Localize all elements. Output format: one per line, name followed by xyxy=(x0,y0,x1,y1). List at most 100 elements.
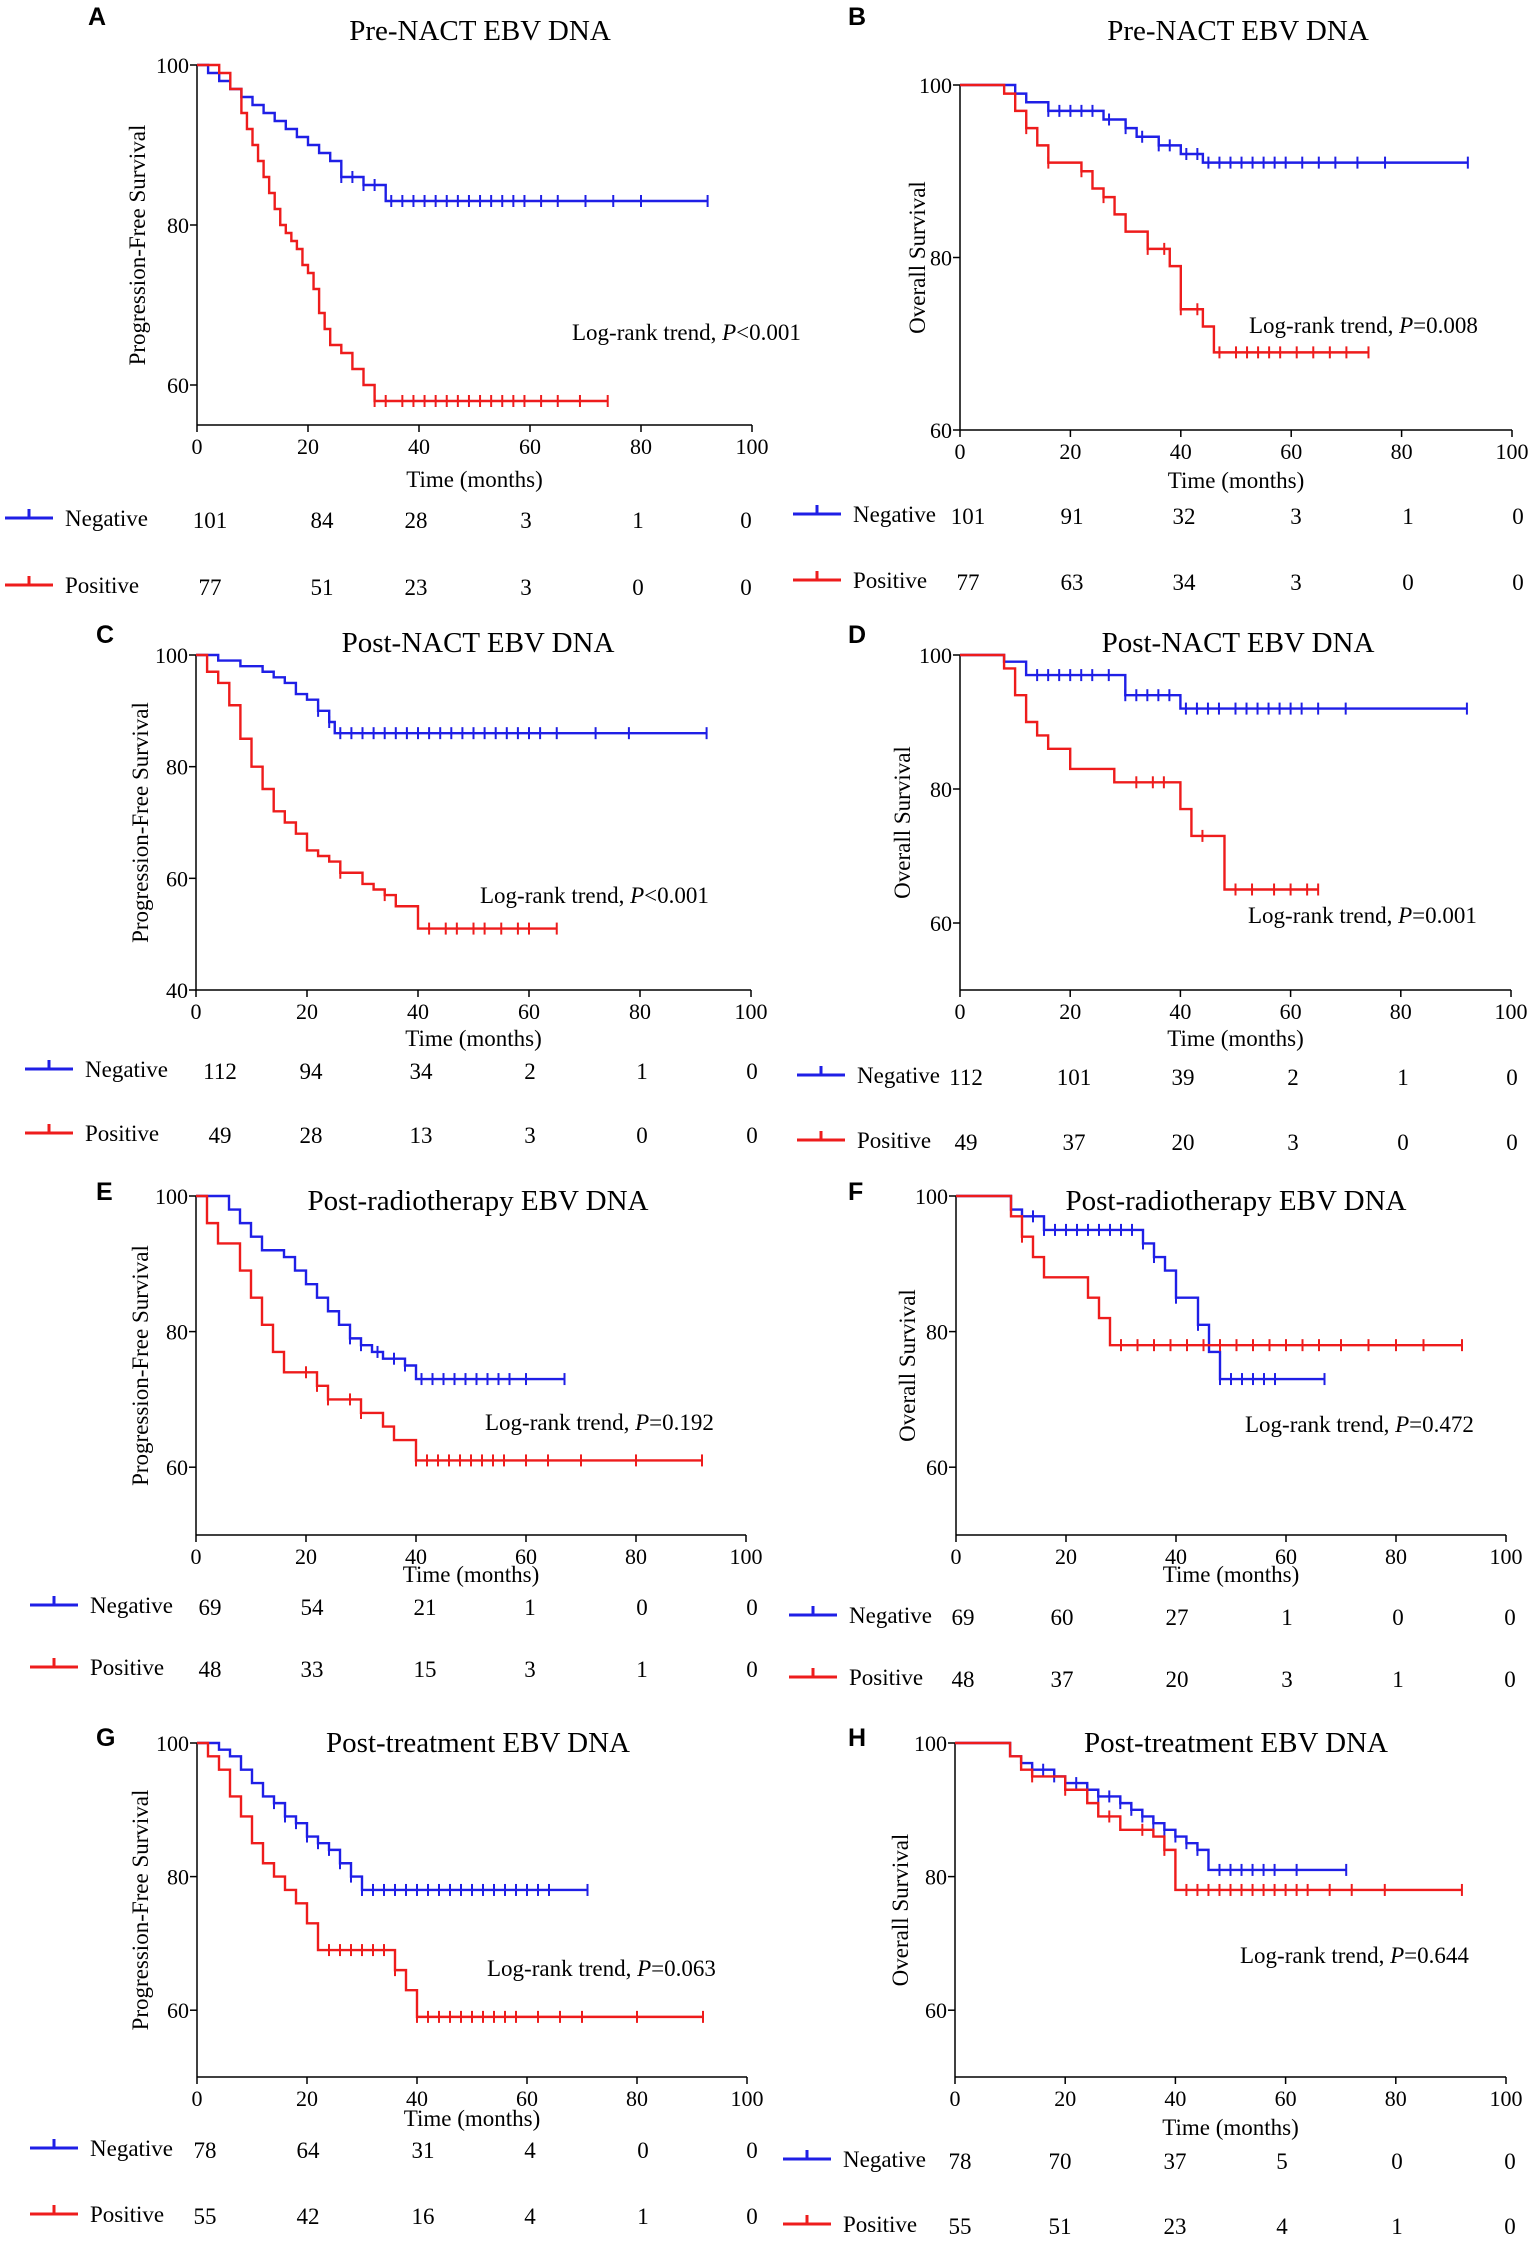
risk-count-positive: 0 xyxy=(1512,570,1524,595)
log-rank-annotation: Log-rank trend, P=0.008 xyxy=(1249,313,1478,338)
chart-title: Pre-NACT EBV DNA xyxy=(1107,15,1369,47)
chart-title: Post-treatment EBV DNA xyxy=(326,1727,630,1759)
risk-count-positive: 1 xyxy=(1391,2214,1403,2239)
risk-count-negative: 27 xyxy=(1166,1605,1189,1630)
x-tick-label: 0 xyxy=(950,2086,961,2111)
risk-count-positive: 0 xyxy=(746,1123,758,1148)
y-axis-label: Progression-Free Survival xyxy=(125,125,150,366)
risk-count-negative: 0 xyxy=(746,1595,758,1620)
risk-count-negative: 34 xyxy=(410,1059,434,1084)
x-tick-label: 80 xyxy=(630,434,652,459)
risk-count-positive: 34 xyxy=(1173,570,1197,595)
x-axis-label: Time (months) xyxy=(1163,1562,1300,1587)
legend-label-negative: Negative xyxy=(843,2147,926,2172)
risk-count-negative: 0 xyxy=(746,2138,758,2163)
x-tick-label: 20 xyxy=(1059,439,1081,464)
x-tick-label: 40 xyxy=(406,2086,428,2111)
x-tick-label: 20 xyxy=(297,434,319,459)
log-rank-annotation: Log-rank trend, P=0.001 xyxy=(1248,903,1477,928)
panel-letter: D xyxy=(848,621,866,649)
y-tick-label: 60 xyxy=(167,373,189,398)
risk-count-negative: 101 xyxy=(1057,1065,1092,1090)
risk-count-positive: 0 xyxy=(632,575,644,600)
x-tick-label: 20 xyxy=(296,999,318,1024)
x-tick-label: 60 xyxy=(1280,999,1302,1024)
risk-count-positive: 37 xyxy=(1063,1130,1086,1155)
y-axis-label: Overall Survival xyxy=(905,181,930,334)
log-rank-annotation: Log-rank trend, P=0.644 xyxy=(1240,1943,1469,1968)
risk-count-positive: 0 xyxy=(740,575,752,600)
risk-count-positive: 51 xyxy=(1049,2214,1072,2239)
curve-negative xyxy=(960,83,1468,164)
legend-label-negative: Negative xyxy=(857,1063,940,1088)
risk-count-negative: 39 xyxy=(1172,1065,1195,1090)
risk-count-positive: 1 xyxy=(637,2204,649,2229)
legend-label-negative: Negative xyxy=(90,1593,173,1618)
legend-label-negative: Negative xyxy=(65,506,148,531)
risk-count-negative: 0 xyxy=(1504,2149,1516,2174)
y-tick-label: 100 xyxy=(156,1731,189,1756)
risk-count-negative: 2 xyxy=(524,1059,536,1084)
risk-count-negative: 2 xyxy=(1287,1065,1299,1090)
risk-count-positive: 20 xyxy=(1166,1667,1189,1692)
x-axis-label: Time (months) xyxy=(1167,1026,1304,1051)
risk-count-positive: 55 xyxy=(949,2214,972,2239)
risk-count-positive: 3 xyxy=(1281,1667,1293,1692)
x-tick-label: 60 xyxy=(1280,439,1302,464)
risk-count-positive: 48 xyxy=(952,1667,975,1692)
risk-count-positive: 33 xyxy=(301,1657,324,1682)
curve-negative xyxy=(955,1741,1347,1872)
risk-count-positive: 0 xyxy=(1504,1667,1516,1692)
curve-positive xyxy=(196,1194,702,1462)
log-rank-annotation: Log-rank trend, P=0.192 xyxy=(485,1410,714,1435)
y-axis-label: Progression-Free Survival xyxy=(128,1245,153,1486)
legend-label-positive: Positive xyxy=(85,1121,159,1146)
risk-count-negative: 1 xyxy=(524,1595,536,1620)
x-tick-label: 20 xyxy=(296,2086,318,2111)
curve-negative xyxy=(960,653,1467,710)
curve-negative xyxy=(197,1741,588,1892)
risk-count-positive: 28 xyxy=(300,1123,323,1148)
curve-negative xyxy=(197,63,708,203)
curve-positive xyxy=(197,63,608,403)
risk-count-negative: 31 xyxy=(412,2138,435,2163)
risk-count-negative: 0 xyxy=(1392,1605,1404,1630)
y-axis-label: Overall Survival xyxy=(888,1834,913,1987)
legend-label-positive: Positive xyxy=(843,2212,917,2237)
risk-count-negative: 91 xyxy=(1061,504,1084,529)
x-tick-label: 60 xyxy=(518,999,540,1024)
x-tick-label: 80 xyxy=(1385,1544,1407,1569)
y-tick-label: 80 xyxy=(925,1865,947,1890)
x-tick-label: 0 xyxy=(191,999,202,1024)
log-rank-annotation: Log-rank trend, P<0.001 xyxy=(480,883,709,908)
risk-count-negative: 101 xyxy=(951,504,986,529)
risk-count-negative: 3 xyxy=(1290,504,1302,529)
risk-count-positive: 49 xyxy=(209,1123,232,1148)
risk-count-positive: 0 xyxy=(1402,570,1414,595)
risk-count-positive: 3 xyxy=(1287,1130,1299,1155)
x-tick-label: 100 xyxy=(735,999,768,1024)
risk-count-negative: 37 xyxy=(1164,2149,1187,2174)
risk-count-negative: 21 xyxy=(414,1595,437,1620)
y-tick-label: 100 xyxy=(156,53,189,78)
curve-negative xyxy=(196,653,707,735)
x-tick-label: 0 xyxy=(955,999,966,1024)
risk-count-negative: 0 xyxy=(1512,504,1524,529)
x-tick-label: 80 xyxy=(626,2086,648,2111)
legend-label-negative: Negative xyxy=(90,2136,173,2161)
legend-label-positive: Positive xyxy=(90,1655,164,1680)
risk-count-positive: 13 xyxy=(410,1123,433,1148)
x-tick-label: 20 xyxy=(1054,2086,1076,2111)
risk-count-negative: 0 xyxy=(1504,1605,1516,1630)
risk-count-negative: 70 xyxy=(1049,2149,1072,2174)
y-tick-label: 60 xyxy=(926,1455,948,1480)
log-rank-annotation: Log-rank trend, P<0.001 xyxy=(572,320,801,345)
legend-label-positive: Positive xyxy=(849,1665,923,1690)
chart-title: Post-NACT EBV DNA xyxy=(342,627,615,659)
risk-count-positive: 20 xyxy=(1172,1130,1195,1155)
y-tick-label: 80 xyxy=(167,1865,189,1890)
y-tick-label: 80 xyxy=(166,755,188,780)
